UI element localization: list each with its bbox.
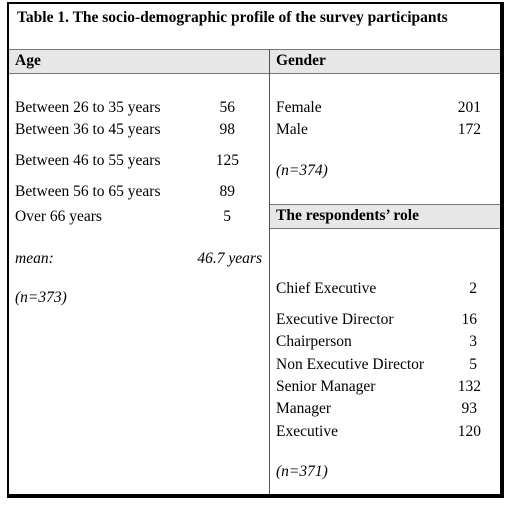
role-row-label: Executive Director [276, 311, 394, 328]
age-row-value: 5 [223, 208, 231, 225]
role-row-label: Non Executive Director [276, 356, 425, 373]
role-row-value: 132 [457, 378, 481, 395]
age-row-value: 125 [215, 152, 239, 169]
role-row-label: Chairperson [276, 333, 352, 350]
role-sample-size: (n=371) [276, 463, 328, 480]
role-row-value: 120 [457, 423, 481, 440]
role-row-label: Executive [276, 423, 338, 440]
gender-row-label: Female [276, 99, 322, 116]
age-header: Age [15, 52, 41, 69]
gender-header: Gender [276, 52, 326, 69]
age-row-label: Between 26 to 35 years [15, 99, 161, 116]
role-row-value: 93 [461, 400, 478, 417]
role-header: The respondents’ role [276, 207, 419, 224]
age-row-value: 98 [219, 121, 236, 138]
age-row-label: Between 56 to 65 years [15, 183, 161, 200]
gender-row-value: 201 [457, 99, 481, 116]
table-title: Table 1. The socio-demographic profile o… [17, 9, 448, 26]
role-row-value: 16 [461, 311, 478, 328]
column-divider [269, 49, 270, 494]
role-header-band [270, 204, 500, 229]
age-row-label: Between 36 to 45 years [15, 121, 161, 138]
role-row-value: 2 [469, 280, 477, 297]
gender-row-label: Male [276, 121, 308, 138]
role-row-label: Chief Executive [276, 280, 377, 297]
role-row-value: 3 [469, 333, 477, 350]
age-row-value: 56 [219, 99, 236, 116]
age-mean-label: mean: [15, 250, 54, 267]
role-row-value: 5 [469, 356, 477, 373]
age-mean-value: 46.7 years [197, 250, 262, 267]
header-band [9, 49, 500, 74]
age-row-value: 89 [219, 183, 236, 200]
gender-row-value: 172 [457, 121, 481, 138]
role-row-label: Manager [276, 400, 332, 417]
age-row-label: Over 66 years [15, 208, 102, 225]
role-row-label: Senior Manager [276, 378, 376, 395]
age-sample-size: (n=373) [15, 289, 67, 306]
table-frame: Table 1. The socio-demographic profile o… [7, 2, 504, 498]
age-row-label: Between 46 to 55 years [15, 152, 161, 169]
gender-sample-size: (n=374) [276, 162, 328, 179]
